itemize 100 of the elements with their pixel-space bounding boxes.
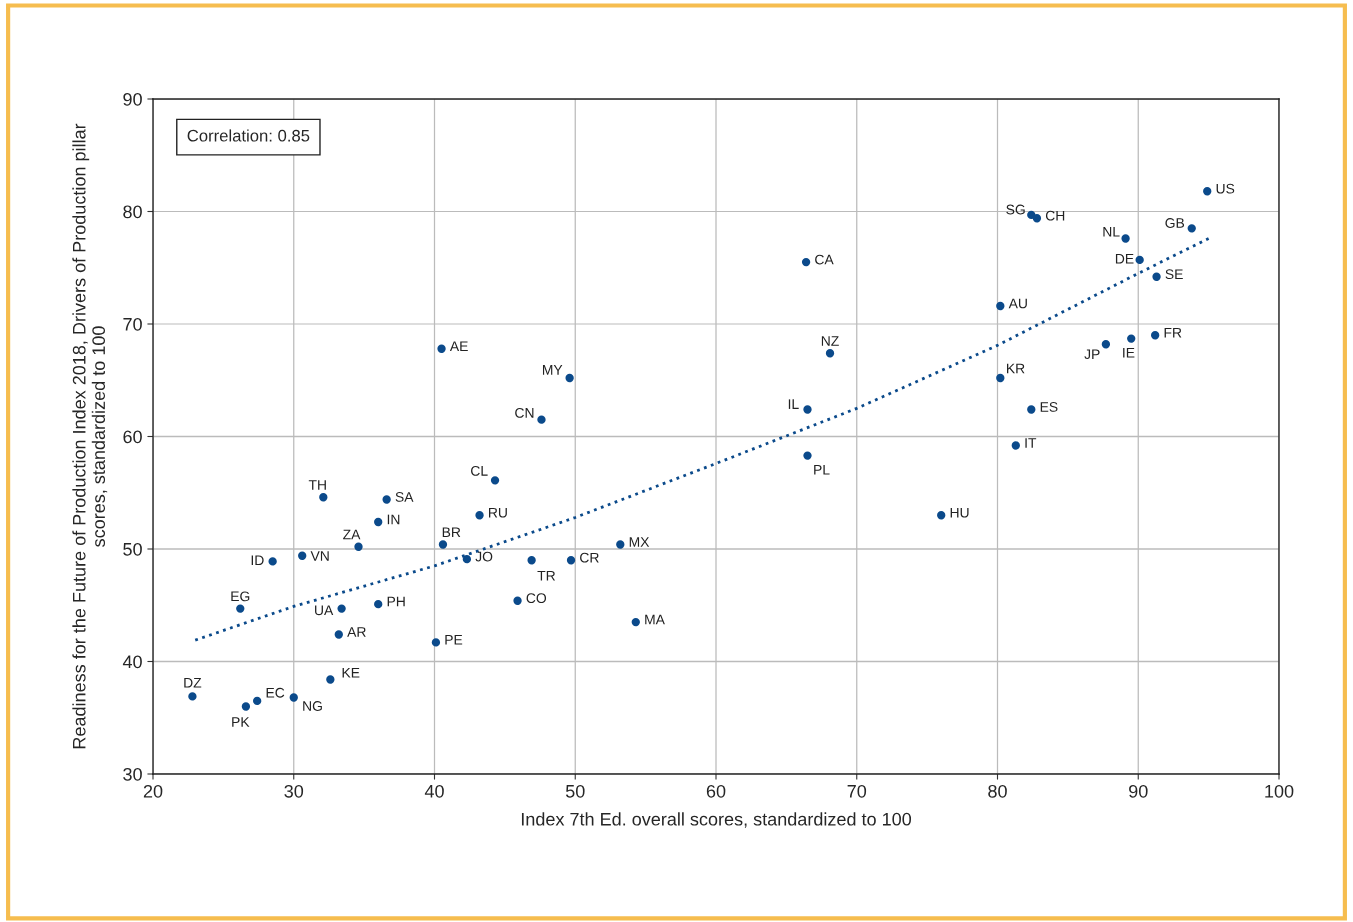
data-label: TH bbox=[308, 480, 326, 490]
y-tick-label: 70 bbox=[123, 317, 142, 331]
point bbox=[513, 596, 522, 605]
data-label: CR bbox=[580, 552, 599, 563]
x-tick-label: 40 bbox=[424, 784, 444, 798]
point bbox=[1187, 224, 1196, 233]
point bbox=[374, 599, 383, 609]
point bbox=[326, 675, 335, 684]
y-tick-label: 80 bbox=[123, 205, 142, 219]
point bbox=[1150, 331, 1160, 340]
data-label: AU bbox=[1008, 298, 1027, 309]
data-label: ES bbox=[1040, 402, 1058, 412]
data-label: FR bbox=[1164, 327, 1182, 338]
point bbox=[803, 451, 812, 460]
point bbox=[801, 257, 811, 267]
data-label: NL bbox=[1103, 226, 1120, 237]
point bbox=[1027, 210, 1036, 220]
data-label: BR bbox=[442, 527, 461, 537]
x-tick-label: 50 bbox=[565, 784, 585, 798]
x-tick-label: 90 bbox=[1129, 784, 1148, 798]
data-label: KR bbox=[1007, 363, 1025, 374]
data-label: AR bbox=[347, 627, 366, 637]
data-label: CH bbox=[1045, 210, 1065, 221]
point bbox=[354, 542, 363, 551]
data-label: IL bbox=[788, 399, 799, 409]
point bbox=[319, 493, 328, 502]
x-tick-label: 30 bbox=[284, 784, 304, 798]
x-tick-label: 70 bbox=[847, 784, 867, 798]
point bbox=[462, 554, 472, 564]
point bbox=[298, 551, 307, 560]
point bbox=[527, 556, 536, 565]
y-tick-label: 30 bbox=[123, 767, 142, 781]
data-label: PK bbox=[232, 717, 250, 727]
x-tick-label: 20 bbox=[143, 784, 163, 798]
point bbox=[437, 344, 446, 353]
data-label: RU bbox=[489, 507, 507, 518]
y-tick-label: 90 bbox=[123, 92, 142, 106]
y-tick-label: 60 bbox=[123, 430, 142, 444]
data-label: MA bbox=[645, 614, 665, 625]
point bbox=[1027, 405, 1036, 414]
data-label: ID bbox=[251, 555, 264, 565]
point bbox=[565, 373, 574, 383]
point bbox=[438, 540, 448, 549]
point bbox=[631, 617, 640, 627]
data-label: UA bbox=[315, 605, 334, 616]
point bbox=[268, 557, 277, 566]
point bbox=[431, 638, 441, 647]
data-label: TR bbox=[537, 570, 556, 581]
point bbox=[490, 476, 500, 485]
data-label: US bbox=[1216, 183, 1235, 194]
point bbox=[825, 349, 835, 358]
annotation: Correlation: 0.85 bbox=[187, 129, 310, 142]
data-label: DE bbox=[1115, 253, 1134, 264]
point bbox=[566, 556, 576, 565]
data-label: IN bbox=[387, 514, 400, 525]
data-label: MX bbox=[629, 537, 650, 547]
point bbox=[374, 517, 383, 527]
y-tick-label: 50 bbox=[123, 542, 142, 556]
point bbox=[937, 511, 946, 520]
data-label: PL bbox=[814, 464, 830, 475]
data-label: MY bbox=[542, 365, 563, 375]
data-label: GB bbox=[1165, 218, 1185, 228]
x-tick-label: 80 bbox=[988, 784, 1007, 798]
point bbox=[1121, 234, 1130, 243]
data-label: IT bbox=[1025, 438, 1037, 448]
point bbox=[996, 301, 1005, 311]
y-axis-title: Readiness for the Future of Production Index 2018, Drivers of Production pillar scores, standardized to 100 bbox=[72, 123, 108, 749]
x-axis-title: Index 7th Ed. overall scores, standardized to 100 bbox=[521, 812, 912, 828]
point bbox=[382, 495, 391, 504]
point bbox=[337, 604, 346, 613]
data-label: PH bbox=[387, 596, 405, 607]
point bbox=[334, 630, 343, 639]
point bbox=[475, 511, 484, 520]
point bbox=[1203, 187, 1212, 196]
point bbox=[996, 373, 1005, 383]
point bbox=[1127, 334, 1136, 343]
point bbox=[1011, 441, 1020, 450]
point bbox=[1135, 255, 1144, 265]
data-label: PE bbox=[445, 635, 463, 645]
x-tick-label: 100 bbox=[1265, 784, 1294, 798]
point bbox=[537, 415, 546, 424]
data-label: IE bbox=[1123, 347, 1135, 358]
data-label: SE bbox=[1165, 269, 1183, 280]
point bbox=[1101, 340, 1111, 349]
point bbox=[236, 604, 245, 613]
data-label: NG bbox=[303, 701, 322, 711]
data-label: JP bbox=[1084, 349, 1100, 360]
data-label: SG bbox=[1006, 204, 1025, 215]
data-label: KE bbox=[342, 667, 360, 678]
data-label: JO bbox=[475, 551, 493, 562]
point bbox=[241, 702, 251, 711]
data-label: EG bbox=[231, 591, 250, 602]
data-label: EC bbox=[266, 687, 285, 698]
point bbox=[1032, 214, 1042, 223]
data-label: AE bbox=[449, 341, 468, 351]
data-label: SA bbox=[395, 492, 414, 502]
data-label: CA bbox=[815, 254, 834, 265]
point bbox=[616, 540, 625, 549]
data-label: HU bbox=[950, 507, 969, 518]
data-label: VN bbox=[310, 551, 329, 561]
